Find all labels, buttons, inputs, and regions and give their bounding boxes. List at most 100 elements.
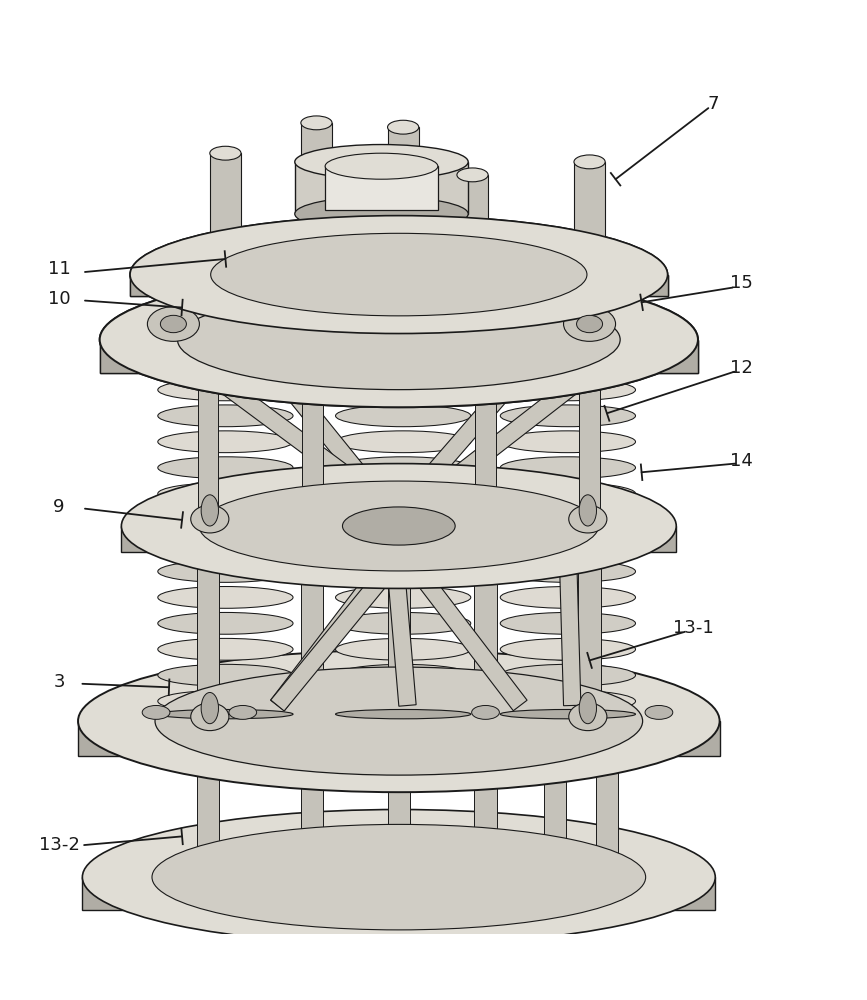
Ellipse shape (325, 153, 438, 179)
Ellipse shape (158, 372, 293, 382)
Polygon shape (271, 547, 410, 711)
Ellipse shape (336, 431, 471, 453)
Ellipse shape (588, 267, 626, 291)
Ellipse shape (158, 561, 293, 582)
Ellipse shape (577, 315, 603, 333)
Ellipse shape (342, 507, 455, 545)
Ellipse shape (160, 315, 186, 333)
Ellipse shape (82, 810, 715, 945)
Polygon shape (301, 123, 332, 275)
Ellipse shape (295, 145, 468, 179)
Ellipse shape (160, 315, 186, 333)
Polygon shape (474, 552, 497, 721)
Polygon shape (100, 340, 698, 373)
Ellipse shape (336, 709, 471, 719)
Ellipse shape (158, 509, 293, 530)
Ellipse shape (155, 667, 642, 775)
Polygon shape (536, 910, 574, 945)
Ellipse shape (500, 612, 636, 634)
Polygon shape (198, 373, 218, 526)
Ellipse shape (472, 705, 499, 719)
Text: 10: 10 (48, 290, 70, 308)
Ellipse shape (569, 505, 607, 533)
Polygon shape (82, 877, 715, 910)
Ellipse shape (336, 509, 471, 530)
Ellipse shape (158, 431, 293, 453)
Ellipse shape (158, 612, 293, 634)
Polygon shape (100, 340, 698, 373)
Text: 11: 11 (48, 260, 70, 278)
Polygon shape (474, 756, 497, 877)
Ellipse shape (199, 481, 598, 571)
Ellipse shape (336, 379, 471, 401)
Ellipse shape (336, 561, 471, 582)
Polygon shape (544, 756, 566, 877)
Text: 3: 3 (53, 673, 65, 691)
Ellipse shape (158, 457, 293, 479)
Ellipse shape (336, 372, 471, 382)
Ellipse shape (295, 197, 468, 231)
Ellipse shape (500, 535, 636, 556)
Ellipse shape (211, 233, 587, 316)
Ellipse shape (211, 233, 587, 316)
Ellipse shape (301, 116, 332, 130)
Ellipse shape (130, 216, 668, 334)
Polygon shape (388, 367, 527, 523)
Ellipse shape (500, 405, 636, 427)
Polygon shape (386, 551, 416, 706)
Ellipse shape (147, 307, 199, 341)
Polygon shape (203, 366, 408, 524)
Polygon shape (596, 756, 618, 877)
Ellipse shape (158, 405, 293, 427)
Ellipse shape (210, 146, 241, 160)
Ellipse shape (645, 705, 673, 719)
Ellipse shape (130, 216, 668, 334)
Ellipse shape (500, 638, 636, 660)
Ellipse shape (500, 690, 636, 712)
Ellipse shape (336, 612, 471, 634)
Ellipse shape (147, 307, 199, 341)
Polygon shape (396, 547, 527, 711)
Ellipse shape (178, 290, 620, 390)
Polygon shape (121, 526, 676, 552)
Ellipse shape (100, 272, 698, 407)
Ellipse shape (158, 664, 293, 686)
Ellipse shape (158, 483, 293, 505)
Polygon shape (224, 910, 262, 945)
Text: 9: 9 (53, 498, 65, 516)
Ellipse shape (142, 705, 170, 719)
Text: 14: 14 (730, 452, 753, 470)
Text: 13-2: 13-2 (38, 836, 80, 854)
Ellipse shape (201, 692, 218, 724)
Ellipse shape (158, 587, 293, 608)
Polygon shape (388, 127, 419, 275)
Polygon shape (325, 166, 438, 210)
Ellipse shape (158, 535, 293, 556)
Polygon shape (301, 552, 323, 721)
Ellipse shape (500, 457, 636, 479)
Ellipse shape (158, 690, 293, 712)
Ellipse shape (336, 535, 471, 556)
Ellipse shape (158, 638, 293, 660)
Ellipse shape (500, 379, 636, 401)
Ellipse shape (579, 495, 596, 526)
Polygon shape (295, 162, 468, 214)
Polygon shape (457, 175, 488, 275)
Text: 13-1: 13-1 (673, 619, 714, 637)
Ellipse shape (336, 587, 471, 608)
Ellipse shape (121, 464, 676, 588)
Ellipse shape (78, 650, 720, 792)
Ellipse shape (564, 307, 616, 341)
Ellipse shape (178, 290, 620, 390)
Polygon shape (579, 373, 600, 526)
Ellipse shape (336, 664, 471, 686)
Polygon shape (130, 275, 668, 296)
Ellipse shape (500, 709, 636, 719)
Ellipse shape (579, 692, 596, 724)
Ellipse shape (500, 561, 636, 582)
Ellipse shape (336, 483, 471, 505)
Ellipse shape (574, 155, 605, 169)
Ellipse shape (336, 457, 471, 479)
Ellipse shape (100, 272, 698, 407)
Polygon shape (301, 756, 323, 877)
